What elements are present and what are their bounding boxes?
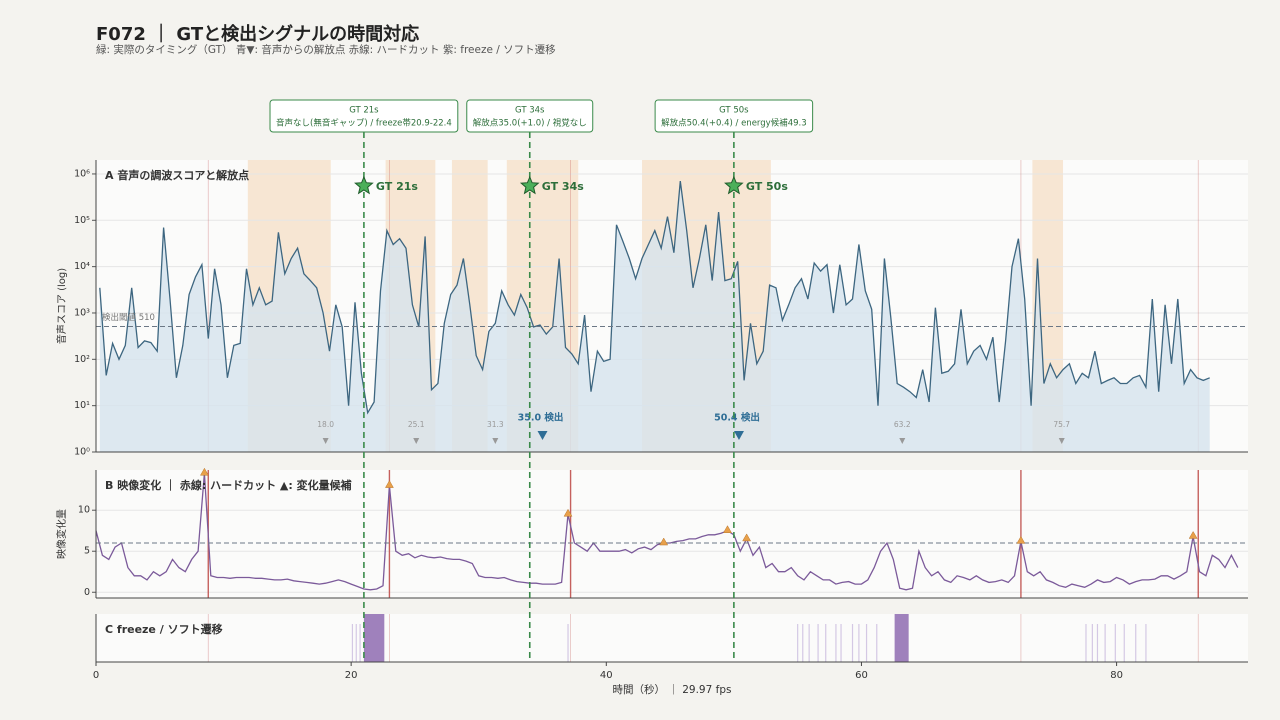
annotation-text: 音声なし(無音ギャップ) / freeze帯20.9-22.4 — [276, 118, 452, 129]
candidate-marker — [384, 480, 394, 488]
annotation-text: 解放点35.0(+1.0) / 視覚なし — [473, 118, 587, 129]
y-tick-label: 10⁵ — [74, 215, 90, 226]
annotation-title: GT 50s — [719, 106, 749, 116]
figure-title: F072 ｜ GTと検出シグナルの時間対応 — [96, 23, 419, 45]
minor-marker — [1058, 438, 1065, 444]
figure-subtitle: 緑: 実際のタイミング（GT） 青▼: 音声からの解放点 赤線: ハードカット … — [96, 43, 556, 56]
minor-label: 18.0 — [317, 420, 334, 429]
y-tick-label: 10¹ — [74, 400, 90, 411]
gt-star — [724, 175, 744, 195]
panel-background — [96, 614, 1248, 662]
minor-marker — [899, 438, 906, 444]
annotation-text: 解放点50.4(+0.4) / energy候補49.3 — [661, 118, 807, 129]
candidate-marker — [1016, 535, 1026, 544]
x-axis-label: 時間（秒） ｜ 29.97 fps — [613, 683, 732, 696]
y-tick-label: 10³ — [74, 307, 90, 318]
freeze-span — [363, 614, 385, 662]
release-marker — [733, 431, 744, 440]
y-axis-label: 音声スコア (log) — [55, 268, 68, 344]
candidate-marker — [659, 537, 669, 546]
minor-label: 25.1 — [408, 420, 425, 429]
y-axis-label: 映像変化量 — [55, 509, 68, 559]
annotation-box — [466, 99, 594, 133]
annotation-title: GT 21s — [349, 106, 379, 116]
x-tick-label: 0 — [93, 670, 99, 681]
y-tick-label: 10⁰ — [74, 447, 90, 458]
panel-title: A 音声の調波スコアと解放点 — [105, 168, 249, 182]
y-tick-label: 10⁶ — [74, 168, 90, 179]
x-tick-label: 60 — [855, 670, 868, 681]
minor-marker — [322, 438, 329, 444]
y-tick-label: 5 — [84, 546, 90, 557]
minor-label: 63.2 — [894, 420, 911, 429]
x-tick-label: 20 — [345, 670, 358, 681]
panel-background — [96, 470, 1248, 598]
candidate-marker — [1188, 530, 1198, 539]
gt-star — [519, 175, 540, 195]
minor-marker — [413, 438, 420, 444]
candidate-marker — [723, 525, 732, 533]
score-area — [99, 181, 1210, 452]
y-tick-label: 10² — [74, 354, 90, 365]
y-tick-label: 10⁴ — [74, 261, 90, 272]
freeze-span — [894, 614, 909, 662]
y-tick-label: 0 — [84, 587, 90, 598]
gt-label: GT 50s — [746, 180, 788, 193]
x-tick-label: 80 — [1110, 670, 1123, 681]
gt-label: GT 21s — [376, 180, 418, 193]
minor-label: 31.3 — [487, 420, 504, 429]
panel-title: B 映像変化 ｜ 赤線: ハードカット ▲: 変化量候補 — [105, 478, 352, 492]
x-tick-label: 40 — [600, 670, 613, 681]
panel-title: C freeze / ソフト遷移 — [105, 622, 223, 636]
candidate-marker — [200, 467, 209, 476]
annotation-box — [654, 99, 814, 133]
annotation-box — [269, 99, 459, 133]
minor-label: 75.7 — [1053, 420, 1070, 429]
gt-label: GT 34s — [542, 180, 584, 193]
release-label: 35.0 検出 — [518, 412, 564, 424]
minor-marker — [492, 438, 499, 444]
release-marker — [537, 431, 548, 440]
threshold-label: 検出閾値 510 — [102, 312, 155, 323]
candidate-marker — [742, 533, 752, 542]
series-line — [99, 181, 1210, 415]
candidate-marker — [563, 508, 573, 517]
gt-star — [354, 175, 374, 195]
y-tick-label: 10 — [78, 505, 90, 516]
annotation-title: GT 34s — [515, 106, 545, 116]
release-label: 50.4 検出 — [714, 412, 760, 424]
